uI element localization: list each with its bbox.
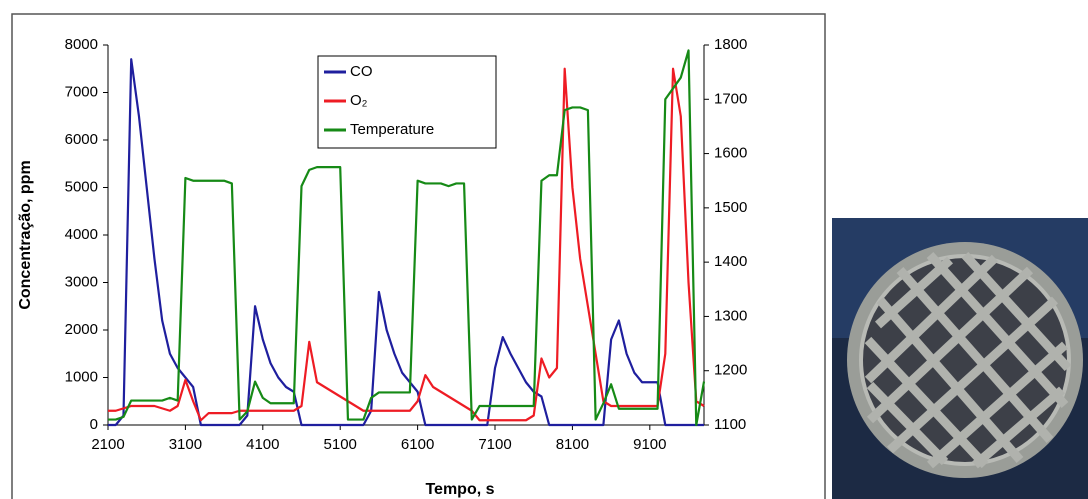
x-tick-label: 6100 <box>401 436 434 453</box>
x-tick-label: 3100 <box>169 436 202 453</box>
x-tick-label: 4100 <box>246 436 279 453</box>
y2-tick-label: 1100 <box>714 416 746 433</box>
slat <box>864 254 999 384</box>
legend-label: Temperature <box>350 121 434 138</box>
y-tick-label: 1000 <box>65 368 98 385</box>
y2-tick-label: 1600 <box>714 145 747 162</box>
y2-tick-label: 1800 <box>714 36 747 53</box>
filter-grid <box>864 251 1072 469</box>
slat <box>886 296 1059 454</box>
y-tick-label: 7000 <box>65 83 98 100</box>
x-axis-title: Tempo, s <box>425 481 494 498</box>
slat <box>927 341 1068 469</box>
legend-label: O₂ <box>350 92 368 109</box>
y-tick-label: 3000 <box>65 273 98 290</box>
y2-tick-label: 1300 <box>714 307 747 324</box>
y2-tick-label: 1400 <box>714 253 747 270</box>
series-line <box>108 58 704 427</box>
y2-tick-label: 1200 <box>714 362 747 379</box>
legend-label: CO <box>350 63 373 80</box>
y-axis-title: Concentração, ppm <box>17 160 34 309</box>
x-tick-label: 8100 <box>556 436 589 453</box>
photo <box>832 218 1088 499</box>
slat <box>926 251 1069 409</box>
y2-tick-label: 1700 <box>714 90 747 107</box>
y-tick-label: 8000 <box>65 36 98 53</box>
legend-box <box>317 55 497 149</box>
series-line <box>108 49 706 427</box>
x-tick-label: 7100 <box>478 436 511 453</box>
x-tick-label: 2100 <box>91 436 124 453</box>
slat <box>972 386 1065 469</box>
y-tick-label: 6000 <box>65 131 98 148</box>
slat <box>874 256 954 329</box>
slat <box>866 266 1034 424</box>
slat <box>866 381 949 466</box>
slat <box>876 297 1024 463</box>
y2-tick-label: 1500 <box>714 199 747 216</box>
y-tick-label: 5000 <box>65 178 98 195</box>
x-tick-label: 5100 <box>324 436 357 453</box>
y-tick-label: 2000 <box>65 321 98 338</box>
y-tick-label: 4000 <box>65 226 98 243</box>
y-tick-label: 0 <box>90 416 98 433</box>
x-tick-label: 9100 <box>633 436 666 453</box>
slat <box>896 267 1054 443</box>
